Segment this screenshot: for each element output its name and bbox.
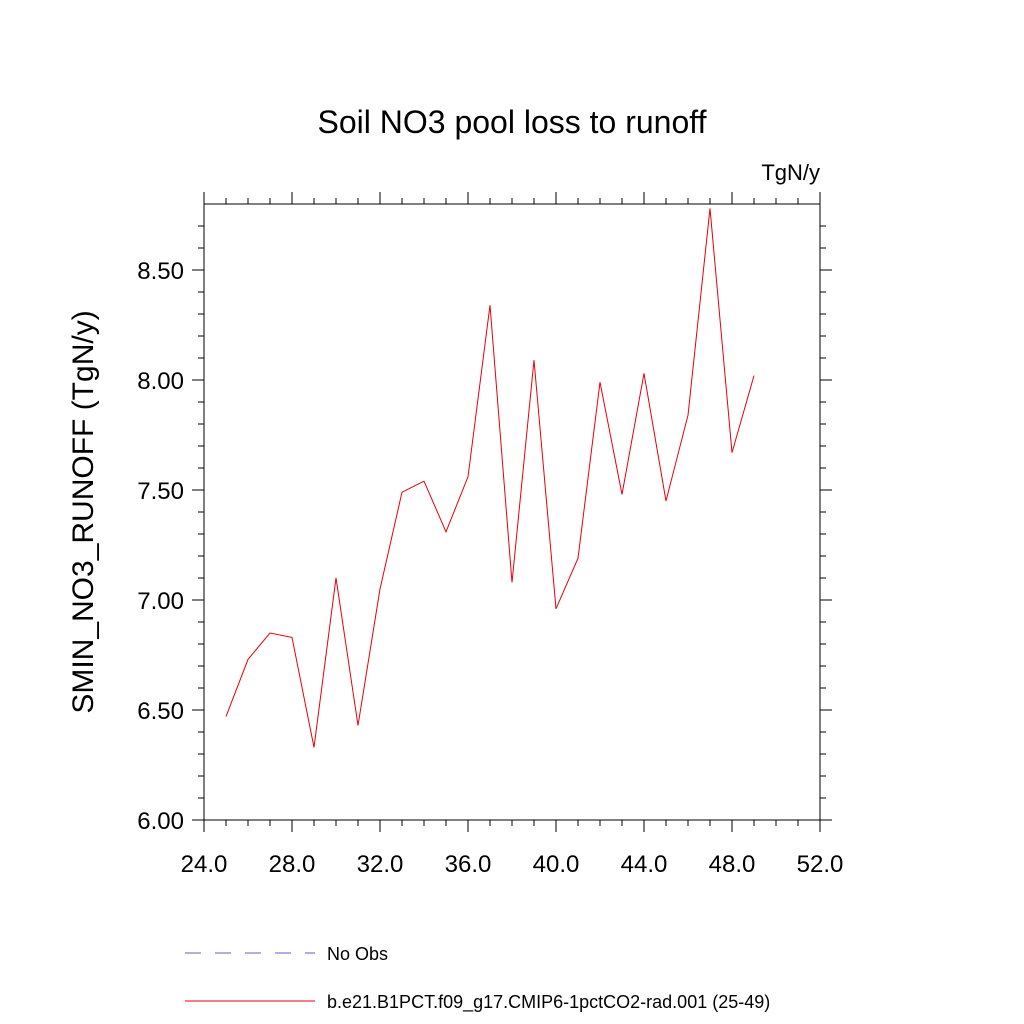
series-lines <box>225 208 755 748</box>
legend-label-series: b.e21.B1PCT.f09_g17.CMIP6-1pctCO2-rad.00… <box>327 992 770 1013</box>
x-tick-label: 44.0 <box>621 851 668 878</box>
y-tick-label: 8.00 <box>137 368 184 395</box>
x-tick-label: 32.0 <box>357 851 404 878</box>
y-tick-label: 7.50 <box>137 478 184 505</box>
y-axis-label: SMIN_NO3_RUNOFF (TgN/y) <box>67 310 100 713</box>
legend-label-no-obs: No Obs <box>327 944 388 964</box>
axis-tick-labels: 24.0 28.0 32.0 36.0 40.0 44.0 48.0 52.0 6.00 6.50… <box>137 258 843 878</box>
chart-title: Soil NO3 pool loss to runoff <box>318 104 707 140</box>
y-tick-label: 8.50 <box>137 258 184 285</box>
plot-frame <box>203 203 821 821</box>
axis-ticks <box>192 192 832 832</box>
x-tick-label: 52.0 <box>797 851 844 878</box>
x-tick-label: 24.0 <box>181 851 228 878</box>
y-tick-label: 7.00 <box>137 588 184 615</box>
y-tick-label: 6.50 <box>137 698 184 725</box>
x-tick-label: 28.0 <box>269 851 316 878</box>
series-line-0 <box>225 208 755 748</box>
y-tick-label: 6.00 <box>137 808 184 835</box>
legend: No Obs b.e21.B1PCT.f09_g17.CMIP6-1pctCO2… <box>185 944 770 1013</box>
x-tick-label: 48.0 <box>709 851 756 878</box>
x-tick-label: 36.0 <box>445 851 492 878</box>
units-label: TgN/y <box>761 160 820 185</box>
x-tick-label: 40.0 <box>533 851 580 878</box>
